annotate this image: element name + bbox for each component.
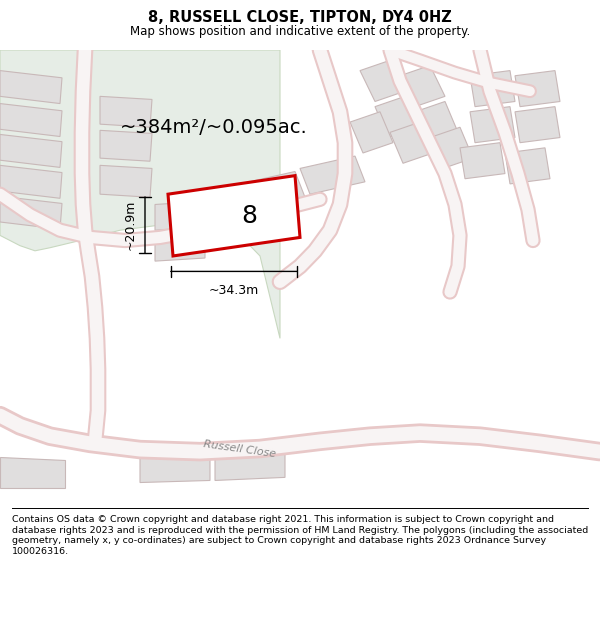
- Polygon shape: [350, 112, 393, 153]
- Polygon shape: [168, 176, 300, 256]
- Polygon shape: [175, 189, 240, 225]
- Polygon shape: [0, 196, 62, 229]
- Polygon shape: [415, 101, 458, 142]
- Polygon shape: [100, 166, 152, 198]
- Text: Contains OS data © Crown copyright and database right 2021. This information is : Contains OS data © Crown copyright and d…: [12, 515, 588, 556]
- Polygon shape: [470, 107, 515, 142]
- Polygon shape: [0, 104, 62, 136]
- Polygon shape: [0, 50, 280, 338]
- Polygon shape: [0, 166, 62, 198]
- Text: Russell Close: Russell Close: [203, 439, 277, 459]
- Polygon shape: [240, 171, 305, 209]
- Polygon shape: [140, 449, 210, 482]
- Text: 8: 8: [241, 204, 257, 228]
- Polygon shape: [470, 71, 515, 107]
- Polygon shape: [375, 96, 418, 138]
- Polygon shape: [360, 60, 405, 101]
- Polygon shape: [460, 142, 505, 179]
- Polygon shape: [390, 122, 433, 163]
- Text: ~384m²/~0.095ac.: ~384m²/~0.095ac.: [120, 118, 308, 137]
- Polygon shape: [155, 201, 205, 230]
- Text: ~34.3m: ~34.3m: [209, 284, 259, 297]
- Text: 8, RUSSELL CLOSE, TIPTON, DY4 0HZ: 8, RUSSELL CLOSE, TIPTON, DY4 0HZ: [148, 10, 452, 25]
- Text: ~20.9m: ~20.9m: [124, 200, 137, 250]
- Polygon shape: [505, 148, 550, 184]
- Polygon shape: [0, 71, 62, 104]
- Polygon shape: [515, 107, 560, 142]
- Polygon shape: [300, 156, 365, 194]
- Polygon shape: [0, 457, 65, 488]
- Polygon shape: [430, 127, 473, 168]
- Polygon shape: [155, 232, 205, 261]
- Polygon shape: [400, 66, 445, 107]
- Text: Map shows position and indicative extent of the property.: Map shows position and indicative extent…: [130, 24, 470, 38]
- Polygon shape: [100, 96, 152, 128]
- Polygon shape: [515, 71, 560, 107]
- Polygon shape: [215, 446, 285, 481]
- Polygon shape: [0, 134, 62, 168]
- Polygon shape: [100, 131, 152, 161]
